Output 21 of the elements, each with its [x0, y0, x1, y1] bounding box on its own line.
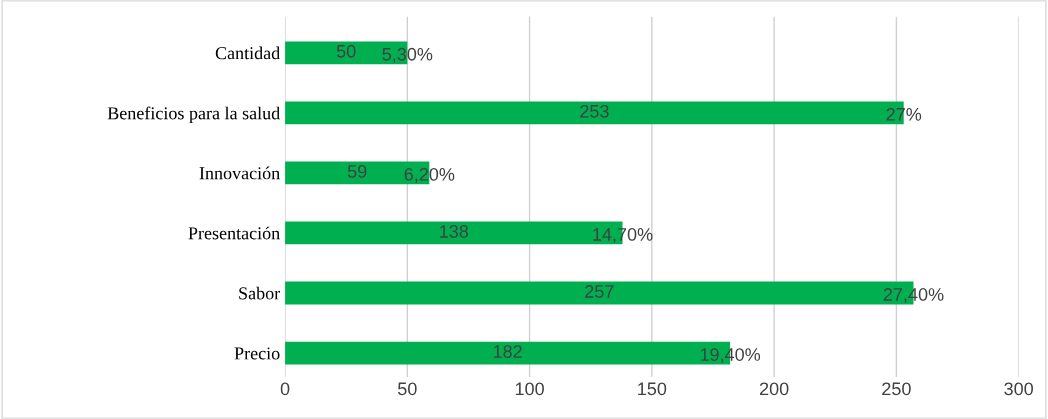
annotation: 14,70% — [593, 228, 653, 243]
data-label: 138 — [440, 225, 469, 238]
x-tick-label: 100 — [515, 382, 544, 396]
y-tick-label: Sabor — [239, 286, 281, 300]
x-tick-label: 50 — [398, 382, 417, 396]
y-tick-label: Innovación — [199, 166, 280, 180]
data-label: 257 — [585, 285, 614, 298]
y-tick-label: Presentación — [188, 226, 280, 240]
data-label: 182 — [493, 345, 522, 358]
data-label: 253 — [580, 104, 609, 118]
x-tick-label: 250 — [882, 382, 911, 396]
x-tick-label: 150 — [638, 382, 667, 396]
y-tick-label: Cantidad — [215, 46, 280, 60]
y-tick-label: Beneficios para la salud — [107, 106, 280, 124]
data-label: 50 — [336, 44, 356, 58]
x-tick-label: 0 — [280, 382, 290, 396]
x-tick-label: 300 — [1004, 382, 1034, 396]
x-tick-label: 200 — [759, 382, 789, 396]
data-label: 59 — [347, 164, 367, 178]
annotation: 5,30% — [382, 47, 433, 63]
y-tick-label: Precio — [234, 347, 280, 360]
